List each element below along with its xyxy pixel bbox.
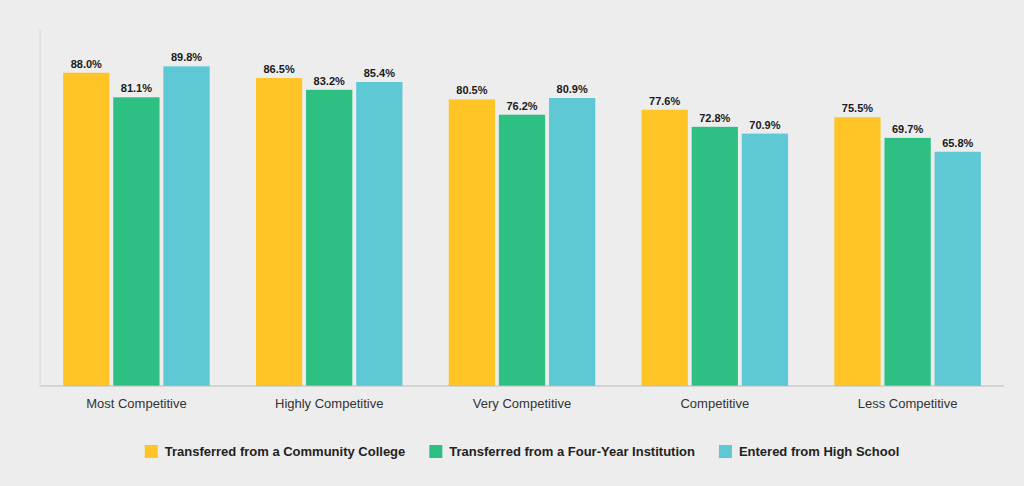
bar <box>306 90 352 386</box>
data-label: 81.1% <box>121 82 152 94</box>
legend-item: Transferred from a Community College <box>145 444 406 459</box>
data-label: 80.9% <box>557 83 588 95</box>
data-label: 80.5% <box>456 84 487 96</box>
x-tick-label: Very Competitive <box>473 396 571 411</box>
bar <box>742 134 788 386</box>
data-label: 89.8% <box>171 51 202 63</box>
data-label: 86.5% <box>263 63 294 75</box>
bar <box>834 117 880 386</box>
data-label: 76.2% <box>506 100 537 112</box>
x-tick-label: Highly Competitive <box>275 396 383 411</box>
legend-item: Transferred from a Four-Year Institution <box>429 444 695 459</box>
legend-label: Entered from High School <box>739 444 899 459</box>
data-label: 69.7% <box>892 123 923 135</box>
data-label: 83.2% <box>314 75 345 87</box>
legend-swatch <box>719 445 732 458</box>
x-tick-label: Less Competitive <box>858 396 958 411</box>
data-label: 75.5% <box>842 102 873 114</box>
legend-swatch <box>145 445 158 458</box>
bar <box>549 98 595 386</box>
bar <box>356 82 402 386</box>
legend-item: Entered from High School <box>719 444 899 459</box>
legend: Transferred from a Community College Tran… <box>145 444 900 459</box>
data-label: 72.8% <box>699 112 730 124</box>
background <box>0 0 1024 486</box>
data-label: 88.0% <box>71 58 102 70</box>
x-tick-label: Most Competitive <box>86 396 186 411</box>
legend-swatch <box>429 445 442 458</box>
bar <box>63 73 109 386</box>
data-label: 77.6% <box>649 95 680 107</box>
data-label: 70.9% <box>749 119 780 131</box>
bar <box>256 78 302 386</box>
legend-label: Transferred from a Community College <box>165 444 406 459</box>
bar <box>642 110 688 386</box>
bar <box>499 115 545 386</box>
bar <box>884 138 930 386</box>
chart: 88.0% 86.5% 80.5% 77.6% 75.5% 81.1% 83.2% 76.2%… <box>0 0 1024 486</box>
bar <box>113 97 159 386</box>
y-axis-line <box>40 30 41 386</box>
x-axis-line <box>40 386 1004 387</box>
data-label: 65.8% <box>942 137 973 149</box>
data-label: 85.4% <box>364 67 395 79</box>
legend-label: Transferred from a Four-Year Institution <box>449 444 695 459</box>
bar <box>163 66 209 386</box>
x-tick-label: Competitive <box>680 396 749 411</box>
bars <box>63 66 981 386</box>
bar <box>692 127 738 386</box>
bar <box>935 152 981 386</box>
bar <box>449 99 495 386</box>
